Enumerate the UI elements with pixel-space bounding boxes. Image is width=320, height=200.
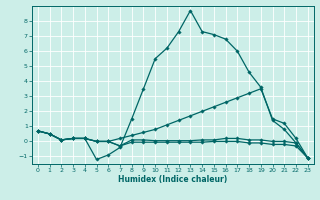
X-axis label: Humidex (Indice chaleur): Humidex (Indice chaleur) xyxy=(118,175,228,184)
